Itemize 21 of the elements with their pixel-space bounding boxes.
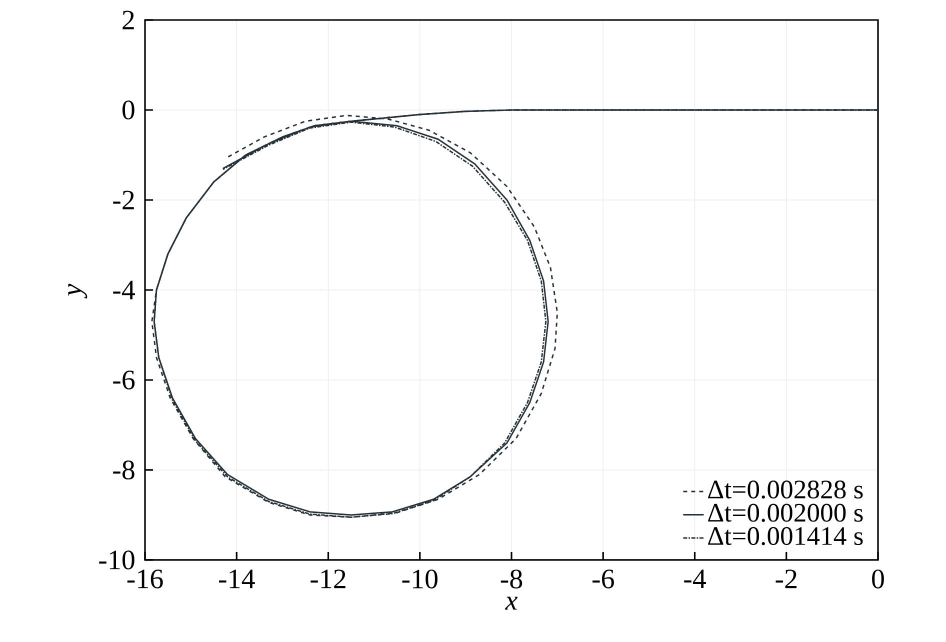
legend-label: Δt=0.002000 s bbox=[708, 504, 863, 522]
x-tick-label: -4 bbox=[684, 570, 706, 588]
x-tick-label: -14 bbox=[219, 570, 255, 588]
y-tick-label: -2 bbox=[113, 190, 134, 210]
x-tick-label: 0 bbox=[872, 570, 884, 588]
x-tick-label: -10 bbox=[402, 570, 438, 588]
x-tick-label: -16 bbox=[127, 570, 163, 588]
y-tick-label: -8 bbox=[113, 460, 134, 480]
x-axis-title: x bbox=[504, 596, 518, 610]
y-tick-label: 0 bbox=[122, 100, 134, 120]
y-axis-title: y bbox=[68, 284, 88, 299]
x-tick-label: -2 bbox=[776, 570, 796, 588]
y-tick-label: -4 bbox=[113, 280, 135, 300]
x-tick-label: -8 bbox=[500, 570, 522, 588]
y-tick-label: 2 bbox=[122, 10, 134, 30]
legend-label: Δt=0.001414 s bbox=[708, 527, 863, 546]
legend-label: Δt=0.002828 s bbox=[708, 480, 863, 499]
y-tick-label: -6 bbox=[113, 370, 135, 390]
y-tick-label: -10 bbox=[99, 550, 134, 570]
x-tick-label: -6 bbox=[592, 570, 614, 588]
x-tick-label: -12 bbox=[310, 570, 346, 588]
